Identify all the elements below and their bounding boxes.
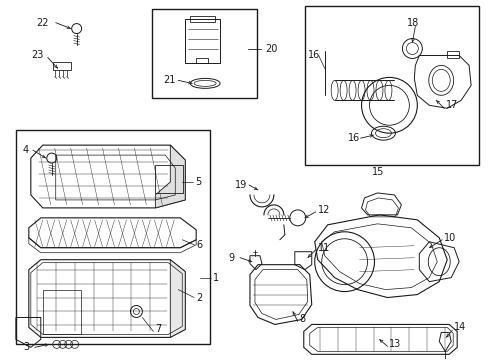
- Text: 3: 3: [23, 342, 29, 352]
- Text: 19: 19: [235, 180, 247, 190]
- Bar: [16, 130, 210, 345]
- Polygon shape: [155, 145, 185, 208]
- Text: 14: 14: [453, 323, 466, 332]
- Bar: [190, 15, 215, 22]
- Bar: [170, 178, 182, 186]
- Bar: [185, 19, 220, 63]
- Bar: [304, 6, 478, 165]
- Text: 12: 12: [317, 205, 329, 215]
- Text: 16: 16: [307, 50, 319, 60]
- Bar: [447, 50, 458, 58]
- Text: 23: 23: [31, 50, 43, 60]
- Polygon shape: [170, 260, 185, 337]
- Text: 1: 1: [213, 273, 219, 283]
- Text: 5: 5: [195, 177, 201, 187]
- Text: 13: 13: [388, 339, 401, 349]
- Text: 17: 17: [446, 100, 458, 110]
- Text: 8: 8: [299, 314, 305, 324]
- Text: 7: 7: [155, 324, 161, 334]
- Text: 15: 15: [371, 167, 383, 177]
- Text: 21: 21: [163, 75, 175, 85]
- Text: 16: 16: [347, 133, 359, 143]
- Bar: [196, 58, 208, 63]
- Text: 6: 6: [196, 240, 202, 250]
- Bar: [53, 62, 71, 71]
- Text: 22: 22: [36, 18, 48, 28]
- Text: 11: 11: [317, 243, 329, 253]
- Text: 10: 10: [443, 233, 455, 243]
- Text: 2: 2: [196, 293, 202, 302]
- Text: 9: 9: [227, 253, 234, 263]
- Bar: [152, 9, 256, 98]
- Text: 20: 20: [264, 44, 277, 54]
- Text: 18: 18: [407, 18, 419, 28]
- Text: 4: 4: [23, 145, 29, 155]
